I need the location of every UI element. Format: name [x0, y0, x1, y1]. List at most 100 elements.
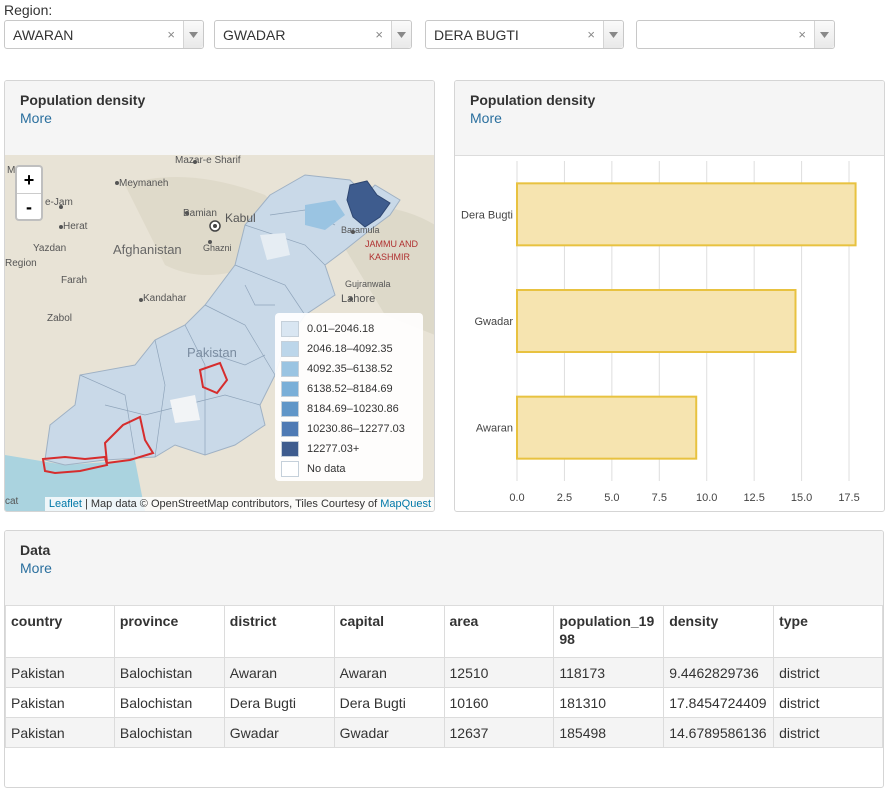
- legend-item: 10230.86–12277.03: [281, 419, 417, 439]
- table-cell: Dera Bugti: [333, 687, 445, 718]
- x-tick-label: 12.5: [743, 492, 764, 504]
- light-district: [170, 395, 200, 423]
- table-cell: Pakistan: [5, 657, 115, 688]
- legend-swatch: [281, 461, 299, 477]
- legend-label: 8184.69–10230.86: [307, 403, 399, 415]
- zoom-in-button[interactable]: +: [23, 170, 35, 190]
- clear-icon[interactable]: ×: [375, 27, 383, 42]
- dropdown-toggle[interactable]: [814, 21, 834, 48]
- dropdown-toggle[interactable]: [391, 21, 411, 48]
- x-tick-label: 2.5: [557, 492, 572, 504]
- dropdown-toggle[interactable]: [603, 21, 623, 48]
- x-tick-label: 10.0: [696, 492, 717, 504]
- y-tick-label: Awaran: [476, 423, 513, 435]
- legend-label: 4092.35–6138.52: [307, 363, 393, 375]
- table-cell: 17.8454724409: [663, 687, 775, 718]
- map-place-label: Zabol: [47, 313, 73, 324]
- legend-label: No data: [307, 463, 346, 475]
- bar-chart: 0.0 2.5 5.0 7.5 10.0 12.5 15.0 17.5 Dera Bugti Gw…: [461, 161, 860, 504]
- leaflet-link[interactable]: Leaflet: [48, 498, 82, 510]
- table-cell: Awaran: [223, 657, 335, 688]
- table-cell: 185498: [553, 717, 665, 748]
- map-place-label: cat: [5, 496, 19, 507]
- clear-icon[interactable]: ×: [798, 27, 806, 42]
- table-cell: Balochistan: [113, 687, 225, 718]
- legend-item: 12277.03+: [281, 439, 417, 459]
- bar: [516, 182, 857, 247]
- table-cell: 10160: [443, 687, 555, 718]
- map-place-label: e-Jam: [45, 197, 73, 208]
- legend-label: 12277.03+: [307, 443, 360, 455]
- mapquest-link[interactable]: MapQuest: [380, 498, 431, 510]
- dropdown-toggle[interactable]: [183, 21, 203, 48]
- map-attribution: Leaflet | Map data © OpenStreetMap contr…: [44, 497, 434, 511]
- region-select-2[interactable]: GWADAR ×: [214, 20, 412, 49]
- x-tick-label: 0.0: [509, 492, 524, 504]
- table-cell: district: [773, 687, 883, 718]
- map-panel-header: Population density More: [5, 81, 434, 156]
- table-cell: Gwadar: [223, 717, 335, 748]
- column-header[interactable]: capital: [333, 605, 445, 658]
- x-tick-label: 15.0: [791, 492, 812, 504]
- map-panel-title: Population density: [20, 92, 146, 108]
- table-cell: Awaran: [333, 657, 445, 688]
- column-header[interactable]: country: [5, 605, 115, 658]
- table-cell: Balochistan: [113, 717, 225, 748]
- chart-panel: Population density More 0.0 2.5 5.0 7.5 10.0…: [454, 80, 885, 512]
- legend-swatch: [281, 401, 299, 417]
- column-header[interactable]: density: [663, 605, 775, 658]
- table-row: Pakistan Balochistan Awaran Awaran 12510…: [5, 657, 883, 688]
- column-header[interactable]: population_1998: [553, 605, 665, 658]
- region-select-value: AWARAN: [13, 27, 74, 43]
- legend-label: 2046.18–4092.35: [307, 343, 393, 355]
- map-more-link[interactable]: More: [20, 110, 52, 126]
- map-place-label: Meymaneh: [119, 178, 169, 189]
- selected-district-dera-bugti: [198, 361, 229, 395]
- y-tick-label: Gwadar: [474, 316, 513, 328]
- legend-swatch: [281, 321, 299, 337]
- chart-panel-title: Population density: [470, 92, 596, 108]
- data-panel-title: Data: [20, 542, 51, 558]
- region-select-value: DERA BUGTI: [434, 27, 519, 43]
- bar: [516, 289, 797, 353]
- table-cell: 9.4462829736: [663, 657, 775, 688]
- map-place-label: Mazar-e Sharif: [175, 155, 241, 166]
- table-cell: Pakistan: [5, 717, 115, 748]
- column-header[interactable]: area: [443, 605, 555, 658]
- table-cell: district: [773, 657, 883, 688]
- table-cell: Gwadar: [333, 717, 445, 748]
- map-place-label: Farah: [61, 275, 88, 286]
- region-select-4[interactable]: ×: [636, 20, 835, 49]
- region-label: Region:: [4, 2, 53, 18]
- map-legend: 0.01–2046.18 2046.18–4092.35 4092.35–613…: [275, 313, 423, 481]
- chart-more-link[interactable]: More: [470, 110, 502, 126]
- zoom-out-button[interactable]: -: [17, 193, 41, 219]
- region-select-value: GWADAR: [223, 27, 286, 43]
- map-place-label: Region: [5, 258, 37, 269]
- column-header[interactable]: district: [223, 605, 335, 658]
- column-header[interactable]: type: [773, 605, 883, 658]
- data-more-link[interactable]: More: [20, 560, 52, 576]
- city-dot-markers: [59, 160, 355, 302]
- map-place-label: Kabul: [225, 211, 256, 225]
- region-select-1[interactable]: AWARAN ×: [4, 20, 204, 49]
- table-cell: Pakistan: [5, 687, 115, 718]
- capital-marker-icon: [213, 224, 217, 228]
- legend-item: 8184.69–10230.86: [281, 399, 417, 419]
- column-header[interactable]: province: [113, 605, 225, 658]
- data-panel: Data More country province district capi…: [4, 530, 884, 788]
- attribution-text: | Map data © OpenStreetMap contributors,…: [81, 498, 381, 510]
- clear-icon[interactable]: ×: [167, 27, 175, 42]
- chart-panel-header: Population density More: [455, 81, 884, 156]
- legend-item: No data: [281, 459, 417, 479]
- map-place-label: Ghazni: [203, 243, 232, 253]
- map-place-label: Baramula: [341, 225, 380, 235]
- choropleth-map[interactable]: Mad Mazar-e Sharif Meymaneh e-Jam Bamian…: [5, 155, 434, 511]
- chevron-down-icon: [397, 32, 406, 38]
- data-table: country province district capital area p…: [5, 605, 883, 748]
- legend-item: 6138.52–8184.69: [281, 379, 417, 399]
- zoom-control: + -: [15, 165, 43, 221]
- legend-item: 2046.18–4092.35: [281, 339, 417, 359]
- clear-icon[interactable]: ×: [587, 27, 595, 42]
- region-select-3[interactable]: DERA BUGTI ×: [425, 20, 624, 49]
